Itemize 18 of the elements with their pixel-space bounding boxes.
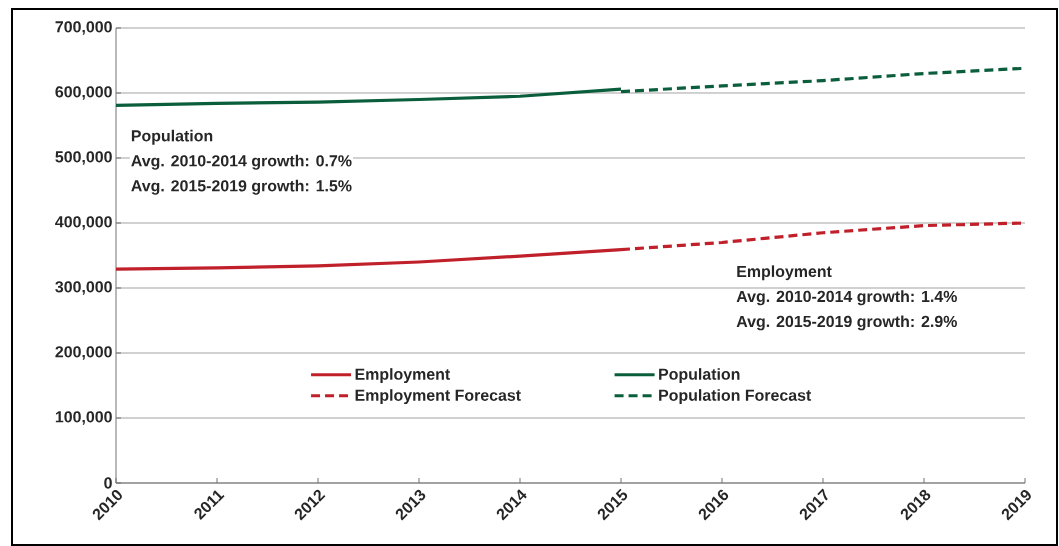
annotation: Avg. 2015-2019 growth: 1.5% xyxy=(131,179,352,195)
annotation: Avg. 2010-2014 growth: 1.4% xyxy=(736,290,957,306)
legend-label: Population Forecast xyxy=(659,389,812,405)
legend-label: Population xyxy=(659,368,740,383)
y-tick-label: 500,000 xyxy=(55,151,112,165)
y-tick-label: 700,000 xyxy=(55,21,112,35)
y-tick-label: 200,000 xyxy=(55,346,112,360)
y-tick-label: 0 xyxy=(104,477,112,489)
y-tick-label: 100,000 xyxy=(55,411,112,425)
annotation: Employment xyxy=(737,265,832,281)
annotation: Population xyxy=(131,129,213,145)
y-tick-label: 400,000 xyxy=(55,216,112,230)
annotation: Avg. 2015-2019 growth: 2.9% xyxy=(736,315,957,331)
annotation: Avg. 2010-2014 growth: 0.7% xyxy=(131,154,352,170)
legend-label: Employment Forecast xyxy=(355,389,521,405)
legend-label: Employment xyxy=(355,368,450,383)
y-tick-label: 600,000 xyxy=(55,86,112,100)
y-tick-label: 300,000 xyxy=(55,281,112,295)
